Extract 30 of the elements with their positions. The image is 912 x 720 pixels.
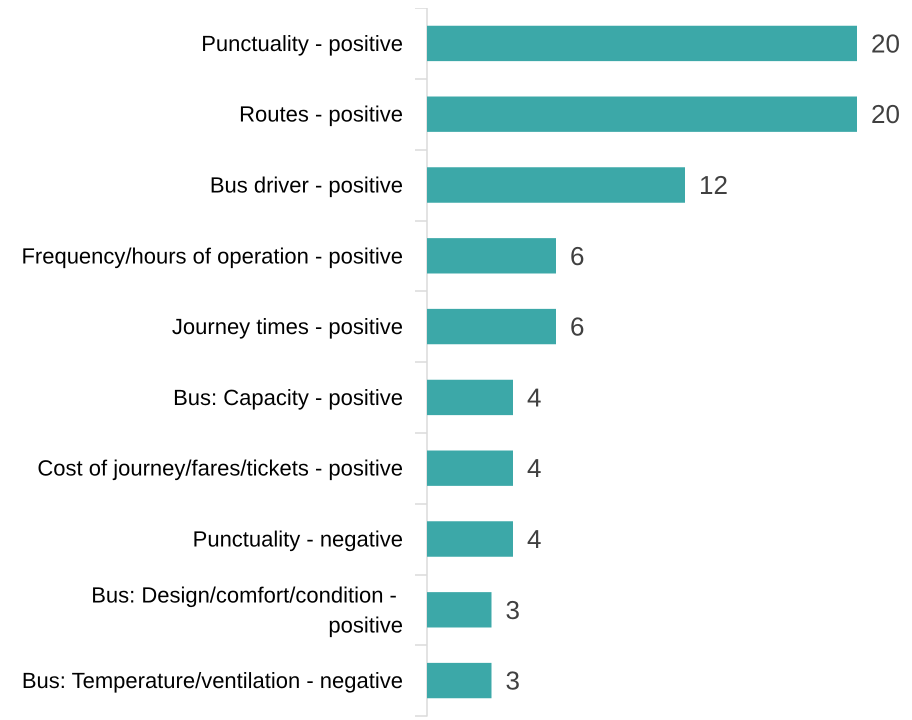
- y-tick-label: Bus: Capacity - positive: [173, 384, 403, 410]
- bar: [427, 238, 556, 274]
- y-tick-label: Punctuality - negative: [192, 526, 403, 552]
- data-label: 4: [527, 524, 542, 554]
- data-label: 6: [570, 312, 584, 342]
- y-tick-label: Journey times - positive: [172, 314, 403, 340]
- bar: [427, 592, 492, 628]
- data-label: 4: [527, 453, 542, 484]
- bar: [427, 521, 513, 557]
- y-tick-label: Bus driver - positive: [210, 172, 403, 198]
- data-label: 4: [527, 382, 542, 412]
- data-label: 3: [506, 594, 520, 625]
- y-tick-label: Routes - positive: [239, 102, 403, 127]
- bar: [427, 380, 513, 416]
- data-label: 20: [871, 99, 900, 130]
- y-tick-label: Frequency/hours of operation - positive: [21, 243, 403, 268]
- y-tick-label: Cost of journey/fares/tickets - positive: [37, 456, 403, 481]
- bar: [427, 96, 857, 132]
- y-tick-label: Bus: Temperature/ventilation - negative: [22, 668, 403, 694]
- bar: [427, 662, 492, 698]
- data-label: 20: [871, 28, 900, 58]
- bar: [427, 450, 513, 486]
- bar: [427, 308, 556, 344]
- y-tick-label: Punctuality - positive: [201, 30, 403, 56]
- data-label: 6: [570, 240, 584, 271]
- bar: [427, 26, 857, 62]
- data-label: 12: [699, 170, 728, 200]
- data-label: 3: [506, 666, 520, 696]
- bar: [427, 167, 685, 203]
- y-tick-label: Bus: Design/comfort/condition - positive: [91, 582, 403, 638]
